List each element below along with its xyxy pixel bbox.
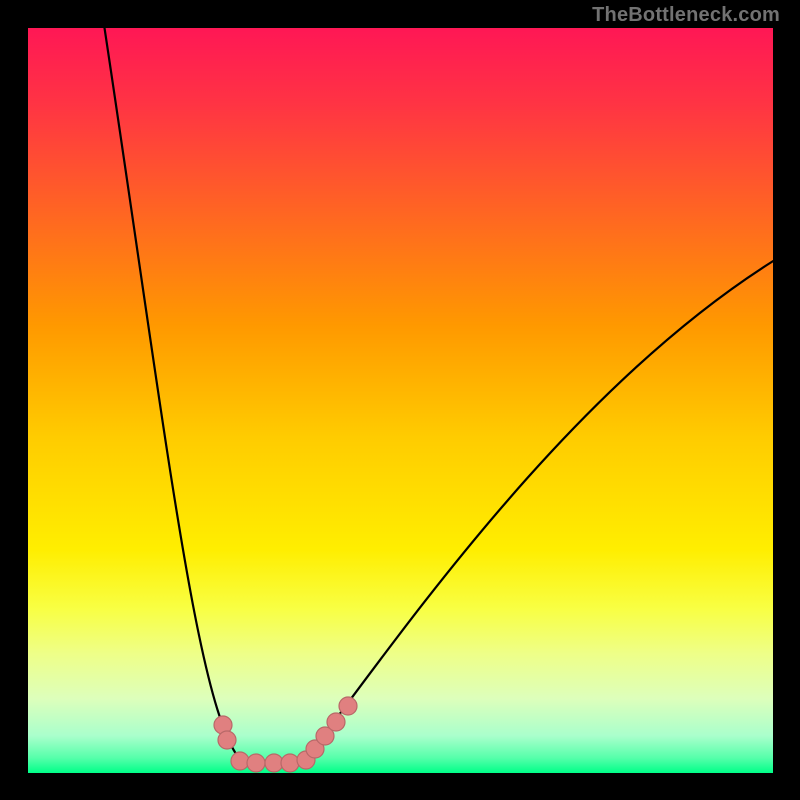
data-marker xyxy=(247,754,265,772)
data-marker xyxy=(218,731,236,749)
data-marker xyxy=(265,754,283,772)
data-marker xyxy=(327,713,345,731)
chart-frame: TheBottleneck.com xyxy=(0,0,800,800)
bottleneck-curve xyxy=(28,28,773,773)
data-marker xyxy=(231,752,249,770)
watermark-text: TheBottleneck.com xyxy=(592,4,780,27)
plot-area xyxy=(28,28,773,773)
data-marker xyxy=(281,754,299,772)
data-marker xyxy=(339,697,357,715)
